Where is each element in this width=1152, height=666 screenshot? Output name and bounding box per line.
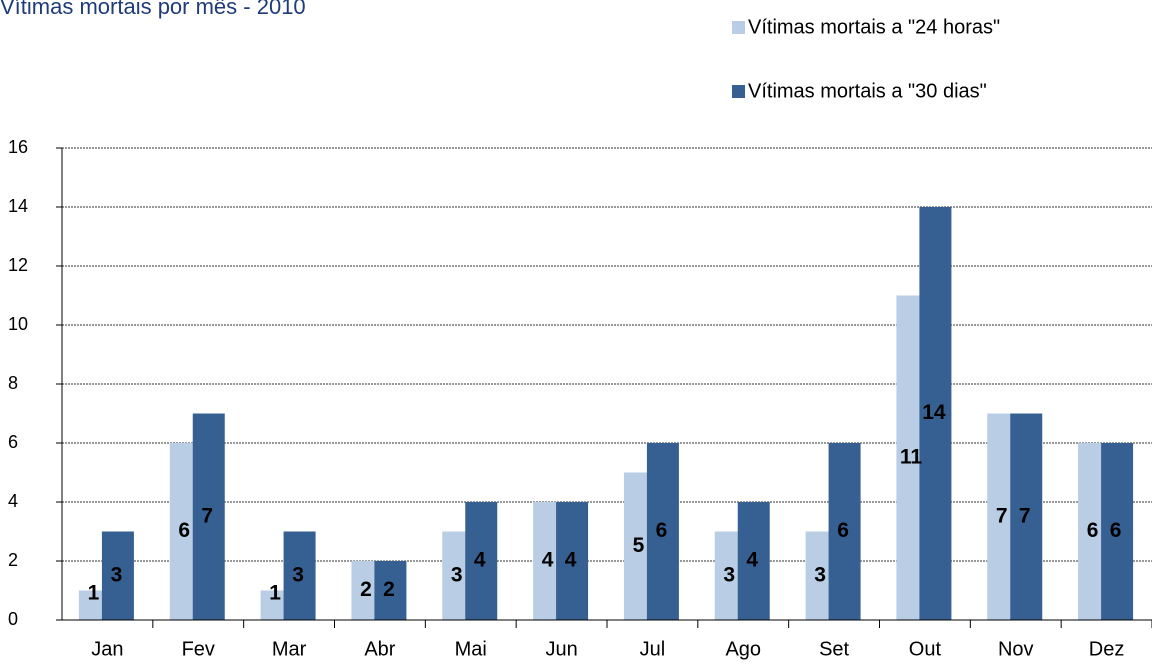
x-tick-label: Set — [819, 638, 849, 660]
data-label: 3 — [814, 563, 826, 586]
y-tick-label: 2 — [8, 550, 18, 570]
data-label: 4 — [474, 549, 486, 572]
x-tick-label: Jan — [91, 638, 123, 660]
bar — [192, 413, 225, 620]
y-tick-label: 10 — [8, 314, 28, 334]
data-label: 3 — [292, 563, 304, 586]
bar — [737, 502, 770, 620]
y-tick-label: 16 — [8, 137, 28, 157]
x-tick-label: Nov — [998, 638, 1034, 660]
bar — [828, 443, 861, 620]
x-tick-label: Jun — [545, 638, 577, 660]
y-tick-label: 12 — [8, 255, 28, 275]
bar — [556, 502, 589, 620]
data-label: 4 — [542, 549, 554, 572]
data-label: 14 — [922, 401, 946, 424]
x-tick-label: Fev — [182, 638, 215, 660]
x-tick-label: Out — [909, 638, 942, 660]
data-label: 7 — [201, 504, 213, 527]
data-label: 2 — [360, 578, 372, 601]
x-tick-label: Jul — [640, 638, 666, 660]
data-label: 4 — [746, 549, 758, 572]
legend-swatch — [732, 21, 745, 34]
bar — [465, 502, 498, 620]
bar — [1101, 443, 1134, 620]
bar — [101, 531, 134, 620]
data-label: 6 — [656, 519, 668, 542]
chart-title: Vítimas mortais por mês - 2010 — [0, 0, 306, 19]
data-label: 5 — [633, 534, 645, 557]
legend-label: Vítimas mortais a "24 horas" — [748, 16, 1000, 38]
bar — [1010, 413, 1043, 620]
x-tick-label: Ago — [725, 638, 761, 660]
data-label: 3 — [723, 563, 735, 586]
legend-swatch — [732, 85, 745, 98]
x-tick-label: Mai — [455, 638, 487, 660]
y-tick-label: 0 — [8, 609, 18, 629]
x-tick-label: Dez — [1089, 638, 1125, 660]
data-label: 1 — [269, 582, 281, 605]
bar — [919, 207, 952, 620]
data-label: 2 — [383, 578, 395, 601]
data-label: 1 — [88, 582, 100, 605]
data-label: 7 — [996, 504, 1008, 527]
bar — [646, 443, 679, 620]
data-label: 4 — [565, 549, 577, 572]
bar — [374, 561, 407, 620]
data-label: 3 — [111, 563, 123, 586]
y-tick-label: 4 — [8, 491, 18, 511]
data-label: 6 — [1087, 519, 1099, 542]
data-label: 6 — [1110, 519, 1122, 542]
y-tick-label: 6 — [8, 432, 18, 452]
x-tick-label: Abr — [364, 638, 395, 660]
legend-label: Vítimas mortais a "30 dias" — [748, 80, 987, 102]
data-label: 6 — [178, 519, 190, 542]
data-label: 3 — [451, 563, 463, 586]
x-tick-label: Mar — [272, 638, 307, 660]
y-tick-label: 8 — [8, 373, 18, 393]
y-tick-label: 14 — [8, 196, 28, 216]
data-label: 6 — [837, 519, 849, 542]
data-label: 11 — [900, 445, 923, 468]
data-label: 7 — [1019, 504, 1031, 527]
bar — [283, 531, 316, 620]
